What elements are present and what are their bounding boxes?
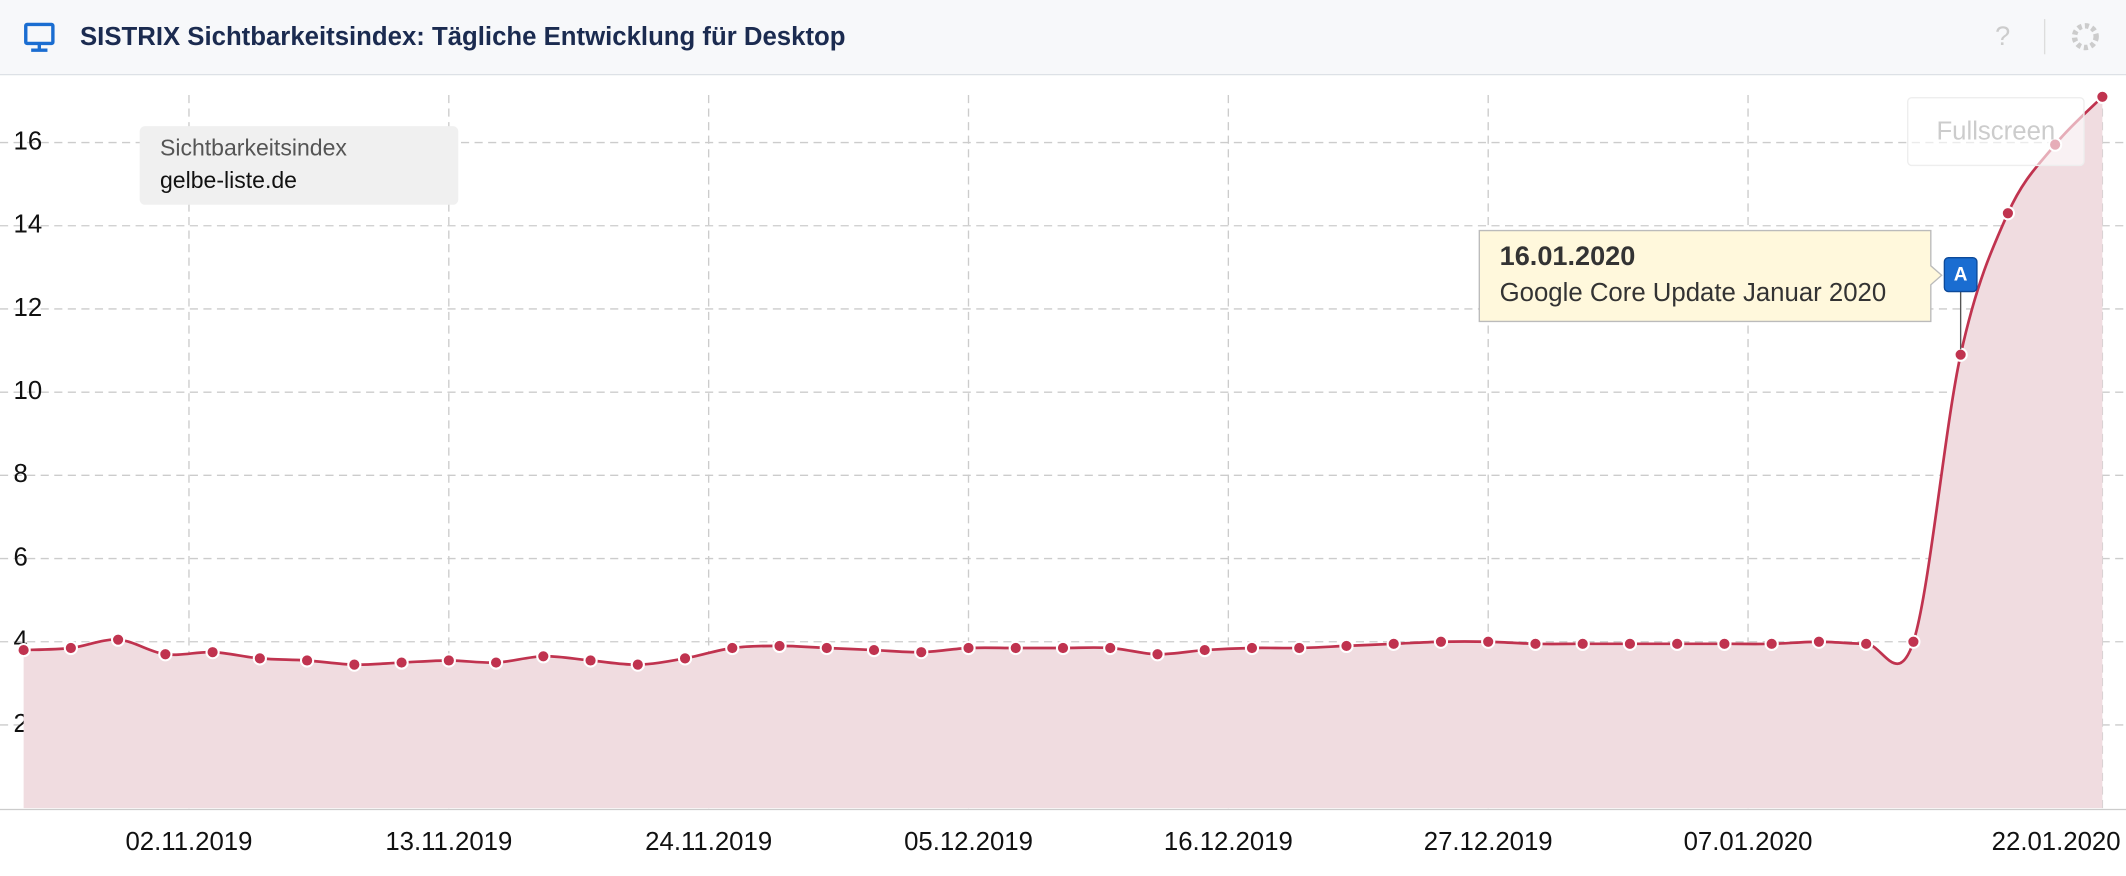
point — [1386, 636, 1401, 651]
point — [63, 640, 78, 656]
point — [914, 645, 929, 660]
point — [2000, 206, 2016, 221]
legend-box — [139, 126, 459, 205]
point — [1717, 636, 1732, 651]
point — [1953, 347, 1968, 362]
point — [394, 655, 409, 670]
y-tick-label: 6 — [14, 543, 28, 571]
header — [0, 0, 2126, 75]
point — [1481, 634, 1496, 649]
fullscreen-button[interactable] — [1907, 96, 2085, 167]
point — [1197, 642, 1212, 658]
point — [866, 642, 882, 658]
point — [1244, 640, 1260, 656]
point — [1859, 636, 1874, 651]
point — [252, 651, 267, 666]
y-tick-label: 8 — [14, 460, 28, 488]
legend-entry[interactable]: gelbe-liste.de — [160, 167, 297, 193]
point — [1433, 634, 1449, 649]
point — [441, 653, 456, 668]
point — [1103, 640, 1118, 656]
y-tick-label: 14 — [14, 211, 43, 239]
point — [1292, 640, 1307, 656]
point — [725, 640, 740, 656]
point — [2095, 89, 2110, 104]
point — [1055, 640, 1071, 656]
x-tick-label: 13.11.2019 — [385, 828, 512, 856]
point — [299, 653, 315, 668]
point — [583, 653, 598, 668]
point — [205, 645, 220, 660]
point — [630, 657, 645, 672]
x-tick-label: 07.01.2020 — [1684, 828, 1813, 856]
point — [1008, 640, 1023, 656]
annotation-flag — [1943, 256, 1978, 293]
x-tick-label: 22.01.2020 — [1992, 828, 2121, 856]
area — [23, 96, 2103, 809]
x-tick-label: 02.11.2019 — [125, 828, 252, 856]
x-tick-label: 05.12.2019 — [904, 828, 1033, 856]
help-icon[interactable]: ? — [1995, 20, 2010, 51]
y-tick-label: 12 — [14, 294, 43, 322]
point — [1575, 636, 1590, 651]
point — [677, 651, 693, 666]
annotation-title: 16.01.2020 — [1500, 240, 1636, 271]
settings-icon[interactable] — [2071, 23, 2099, 51]
annotation-marker: A — [1954, 264, 1968, 285]
annotation-text: Google Core Update Januar 2020 — [1500, 279, 1887, 307]
point — [488, 655, 504, 670]
point — [110, 632, 126, 647]
point — [1764, 636, 1779, 651]
point — [16, 642, 31, 658]
legend-title: Sichtbarkeitsindex — [160, 134, 347, 160]
x-tick-label: 16.12.2019 — [1164, 828, 1293, 856]
y-tick-label: 16 — [14, 127, 43, 155]
point — [961, 640, 976, 656]
annotation-tooltip — [1478, 229, 1943, 323]
point — [536, 649, 551, 664]
point — [1528, 636, 1543, 651]
point — [1811, 634, 1827, 649]
header-title: SISTRIX Sichtbarkeitsindex: Tägliche Ent… — [80, 23, 846, 51]
point — [1339, 638, 1354, 654]
point — [1906, 634, 1921, 649]
point — [772, 638, 787, 654]
fullscreen-label[interactable]: Fullscreen — [1936, 118, 2055, 146]
point — [1670, 636, 1685, 651]
point — [819, 640, 834, 656]
point — [1622, 636, 1638, 651]
desktop-icon — [24, 22, 55, 52]
point — [158, 647, 173, 662]
y-tick-label: 10 — [14, 377, 43, 405]
point — [347, 657, 362, 672]
x-tick-label: 24.11.2019 — [645, 828, 772, 856]
x-tick-label: 27.12.2019 — [1424, 828, 1553, 856]
point — [1150, 647, 1165, 662]
